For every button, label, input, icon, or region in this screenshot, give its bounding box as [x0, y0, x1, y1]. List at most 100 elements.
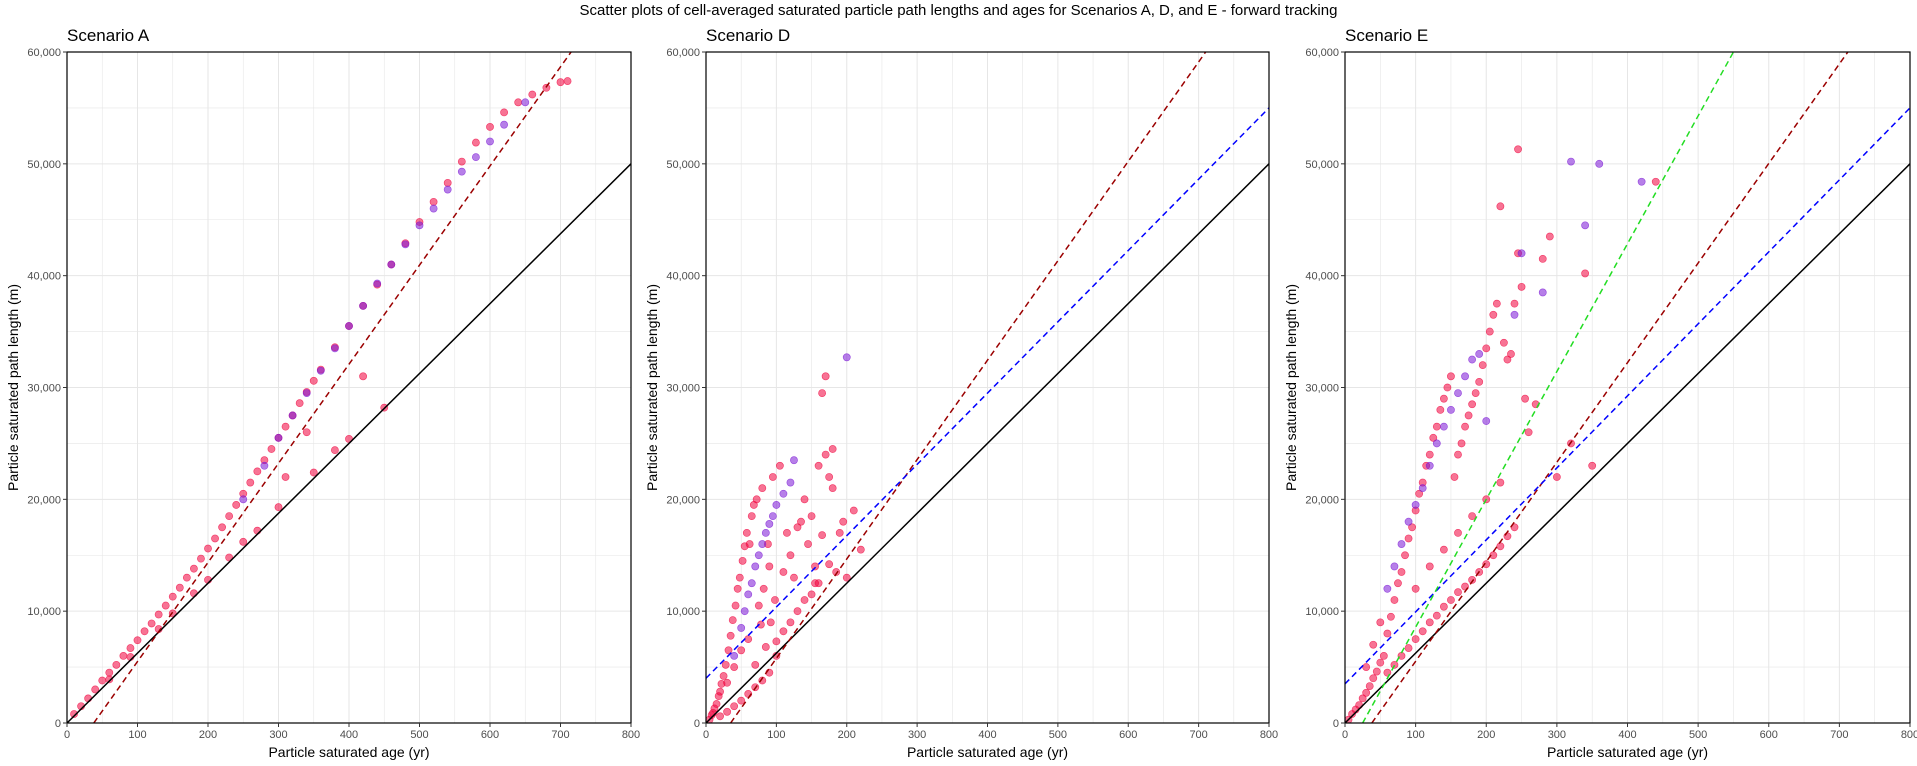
- data-point: [225, 553, 234, 562]
- data-point: [1567, 157, 1575, 166]
- data-point: [218, 523, 226, 532]
- data-point: [1538, 288, 1547, 297]
- data-point: [1411, 635, 1420, 644]
- data-point: [1651, 177, 1660, 186]
- data-point: [295, 399, 304, 408]
- data-point: [768, 473, 777, 481]
- y-tick-label: 10,000: [1305, 606, 1339, 618]
- data-point: [842, 353, 851, 362]
- data-point: [807, 590, 816, 599]
- data-point: [521, 98, 530, 107]
- data-point: [147, 619, 156, 628]
- reference-line-dashed: [1361, 52, 1735, 723]
- data-point: [712, 700, 721, 708]
- data-point: [842, 573, 851, 582]
- data-point: [786, 551, 795, 560]
- data-point: [415, 221, 424, 230]
- data-point: [730, 652, 739, 660]
- data-point: [302, 428, 311, 437]
- data-point: [154, 610, 163, 619]
- data-point: [429, 204, 438, 213]
- data-point: [719, 672, 728, 680]
- x-axis-label: Particle saturated age (yr): [907, 744, 1068, 760]
- data-point: [401, 240, 410, 249]
- data-point: [1538, 254, 1547, 263]
- x-axis-label: Particle saturated age (yr): [268, 744, 429, 760]
- data-point: [281, 473, 290, 481]
- data-point: [1397, 568, 1406, 576]
- data-point: [1429, 433, 1438, 442]
- data-point: [1408, 523, 1416, 532]
- data-point: [1500, 338, 1508, 347]
- data-point: [1464, 411, 1473, 420]
- axis-ticks: 0 100 200 300 400 500 600 700 800 0 10,000 20,000 30…: [1305, 47, 1917, 741]
- x-tick-label: 300: [269, 729, 287, 741]
- y-tick-label: 0: [1333, 718, 1339, 730]
- reference-lines: [1345, 52, 1910, 723]
- data-point: [112, 660, 121, 669]
- data-point: [1358, 694, 1367, 703]
- data-point: [1432, 611, 1441, 620]
- data-point: [756, 620, 765, 629]
- data-point: [211, 534, 219, 543]
- y-axis-label: Particle saturated path length (m): [1283, 284, 1299, 491]
- data-point: [330, 446, 339, 455]
- data-point: [1485, 327, 1494, 336]
- data-point: [105, 668, 114, 677]
- data-point: [1489, 310, 1498, 319]
- data-point: [1552, 473, 1561, 481]
- data-point: [1369, 674, 1378, 683]
- reference-lines: [67, 52, 631, 723]
- data-point: [98, 676, 107, 685]
- data-point: [1482, 560, 1491, 569]
- data-point: [744, 635, 753, 644]
- data-point: [730, 702, 739, 711]
- data-point: [761, 643, 770, 651]
- data-point: [1503, 355, 1512, 364]
- data-point: [239, 537, 248, 546]
- data-point: [1457, 439, 1466, 448]
- data-point: [735, 573, 744, 582]
- data-point: [119, 652, 128, 660]
- data-point: [429, 197, 438, 206]
- grid-lines: [66, 51, 632, 724]
- data-point: [825, 560, 834, 569]
- data-point: [1394, 579, 1402, 588]
- data-point: [1415, 489, 1424, 498]
- data-point: [730, 663, 739, 671]
- x-tick-label: 600: [1760, 729, 1778, 741]
- data-point: [1510, 299, 1519, 308]
- data-point: [225, 512, 234, 521]
- data-point: [1482, 344, 1491, 353]
- data-point: [1425, 618, 1434, 627]
- data-point: [1581, 269, 1590, 278]
- data-point: [716, 712, 724, 721]
- data-point: [1439, 394, 1448, 403]
- data-point: [267, 445, 276, 453]
- data-point: [1447, 405, 1455, 414]
- data-point: [779, 489, 788, 498]
- data-point: [747, 512, 756, 521]
- data-point: [1443, 383, 1452, 392]
- data-point: [1588, 461, 1597, 470]
- data-point: [790, 573, 798, 582]
- data-point: [811, 579, 819, 588]
- data-point: [1545, 232, 1554, 241]
- data-point: [716, 687, 724, 696]
- data-point: [772, 501, 781, 509]
- data-point: [747, 579, 756, 588]
- data-point: [457, 157, 466, 166]
- data-point: [721, 660, 730, 669]
- data-point: [1439, 545, 1448, 554]
- data-point: [1517, 249, 1526, 258]
- data-point: [1471, 389, 1480, 397]
- data-point: [737, 624, 746, 632]
- data-point: [373, 279, 382, 288]
- data-point: [723, 678, 732, 687]
- data-point: [742, 528, 751, 537]
- data-point: [1514, 145, 1522, 154]
- data-point: [70, 710, 78, 718]
- x-tick-label: 200: [838, 729, 856, 741]
- identity-line: [67, 163, 631, 723]
